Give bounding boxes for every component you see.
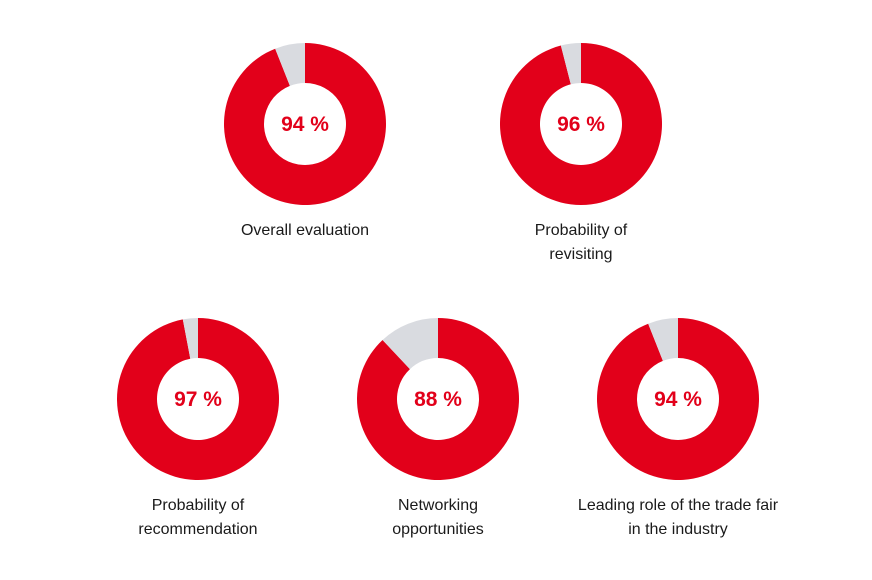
- donut-chart-probability-of-revisiting: 96 % Probability of revisiting: [471, 43, 691, 267]
- donut-slice-value: [597, 318, 759, 480]
- donut-category-label: Probability of revisiting: [534, 222, 628, 263]
- donut-slice-remainder: [560, 43, 581, 85]
- donut-category-label: Probability of recommendation: [138, 497, 258, 538]
- donut-chart-networking-opportunities: 88 % Networking opportunities: [328, 318, 548, 542]
- donut-svg: 96 %: [500, 43, 662, 205]
- donut-slice-value: [117, 318, 279, 480]
- donut-percent-label: 94 %: [654, 388, 702, 411]
- donut-slice-value: [500, 43, 662, 205]
- donut-chart-overall-evaluation: 94 % Overall evaluation: [195, 43, 415, 243]
- donut-chart-probability-of-recommendation: 97 % Probability of recommendation: [88, 318, 308, 542]
- donut-slice-value: [224, 43, 386, 205]
- donut-percent-label: 97 %: [174, 388, 222, 411]
- donut-slice-remainder: [382, 318, 438, 370]
- donut-svg: 94 %: [224, 43, 386, 205]
- donut-svg: 88 %: [357, 318, 519, 480]
- donut-percent-label: 96 %: [557, 113, 605, 136]
- donut-category-label: Overall evaluation: [240, 222, 370, 239]
- donut-svg: 97 %: [117, 318, 279, 480]
- donut-percent-label: 88 %: [414, 388, 462, 411]
- donut-percent-label: 94 %: [281, 113, 329, 136]
- donut-slice-remainder: [648, 318, 678, 361]
- donut-slice-value: [357, 318, 519, 480]
- donut-slice-remainder: [275, 43, 305, 86]
- donut-svg: 94 %: [597, 318, 759, 480]
- donut-slice-remainder: [182, 318, 198, 359]
- donut-chart-leading-role: 94 % Leading role of the trade fair in t…: [568, 318, 788, 542]
- donut-category-label: Networking opportunities: [392, 497, 484, 538]
- donut-category-label: Leading role of the trade fair in the in…: [577, 497, 779, 538]
